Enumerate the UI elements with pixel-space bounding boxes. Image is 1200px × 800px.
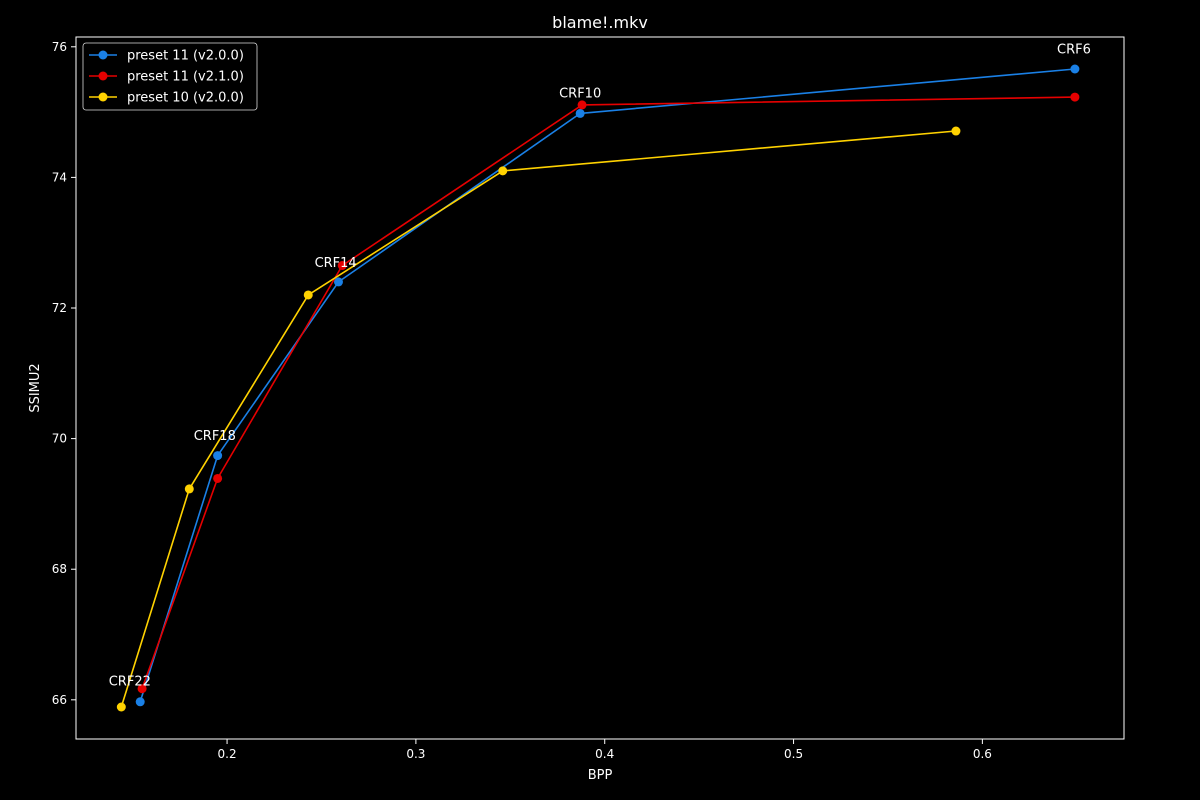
data-point [303, 290, 313, 300]
y-tick-label: 76 [52, 40, 67, 54]
data-point [577, 100, 587, 110]
data-point [1070, 64, 1080, 74]
legend-item: preset 10 (v2.0.0) [89, 91, 244, 106]
x-tick-label: 0.4 [595, 747, 614, 761]
chart-title: blame!.mkv [552, 13, 648, 32]
annotation-label: CRF22 [109, 674, 151, 689]
legend-label: preset 11 (v2.1.0) [127, 70, 244, 85]
series-layer [116, 64, 1080, 712]
x-axis-label: BPP [588, 768, 613, 783]
data-point [135, 697, 145, 707]
x-tick-label: 0.3 [406, 747, 425, 761]
data-point [1070, 92, 1080, 102]
legend: preset 11 (v2.0.0) preset 11 (v2.1.0) pres… [82, 42, 258, 111]
annotation-label: CRF6 [1057, 42, 1091, 57]
data-point [498, 166, 508, 176]
legend-marker [98, 71, 108, 81]
series-2 [137, 92, 1080, 694]
legend-label: preset 10 (v2.0.0) [127, 91, 244, 106]
data-point [951, 126, 961, 136]
annotation-label: CRF14 [315, 256, 357, 271]
data-point [333, 277, 343, 287]
data-point [213, 451, 223, 461]
data-point [575, 108, 585, 118]
y-tick-label: 68 [52, 562, 67, 576]
plot-area [75, 36, 1125, 740]
data-point [137, 684, 147, 694]
annotation-label: CRF10 [559, 87, 601, 102]
data-point [337, 261, 347, 271]
legend-item: preset 11 (v2.1.0) [89, 70, 244, 85]
annotation-label: CRF18 [194, 429, 236, 444]
legend-marker [98, 50, 108, 60]
y-tick-label: 74 [52, 170, 67, 184]
y-tick-label: 66 [52, 693, 67, 707]
series-1 [135, 64, 1080, 707]
legend-item: preset 11 (v2.0.0) [89, 49, 244, 64]
y-axis-label: SSIMU2 [28, 363, 43, 412]
data-point [116, 702, 126, 712]
legend-box [82, 42, 258, 111]
x-tick-label: 0.2 [218, 747, 237, 761]
y-axis: 66 68 70 72 74 76 [52, 40, 76, 707]
y-tick-label: 70 [52, 432, 67, 446]
data-point [184, 484, 194, 494]
x-axis: 0.2 0.3 0.4 0.5 0.6 [218, 739, 992, 761]
series-3 [116, 126, 961, 712]
annotations: CRF22 CRF18 CRF14 CRF10 CRF6 [109, 42, 1091, 689]
x-tick-label: 0.5 [784, 747, 803, 761]
legend-marker [98, 92, 108, 102]
legend-label: preset 11 (v2.0.0) [127, 49, 244, 64]
y-tick-label: 72 [52, 301, 67, 315]
x-tick-label: 0.6 [973, 747, 992, 761]
data-point [213, 473, 223, 483]
